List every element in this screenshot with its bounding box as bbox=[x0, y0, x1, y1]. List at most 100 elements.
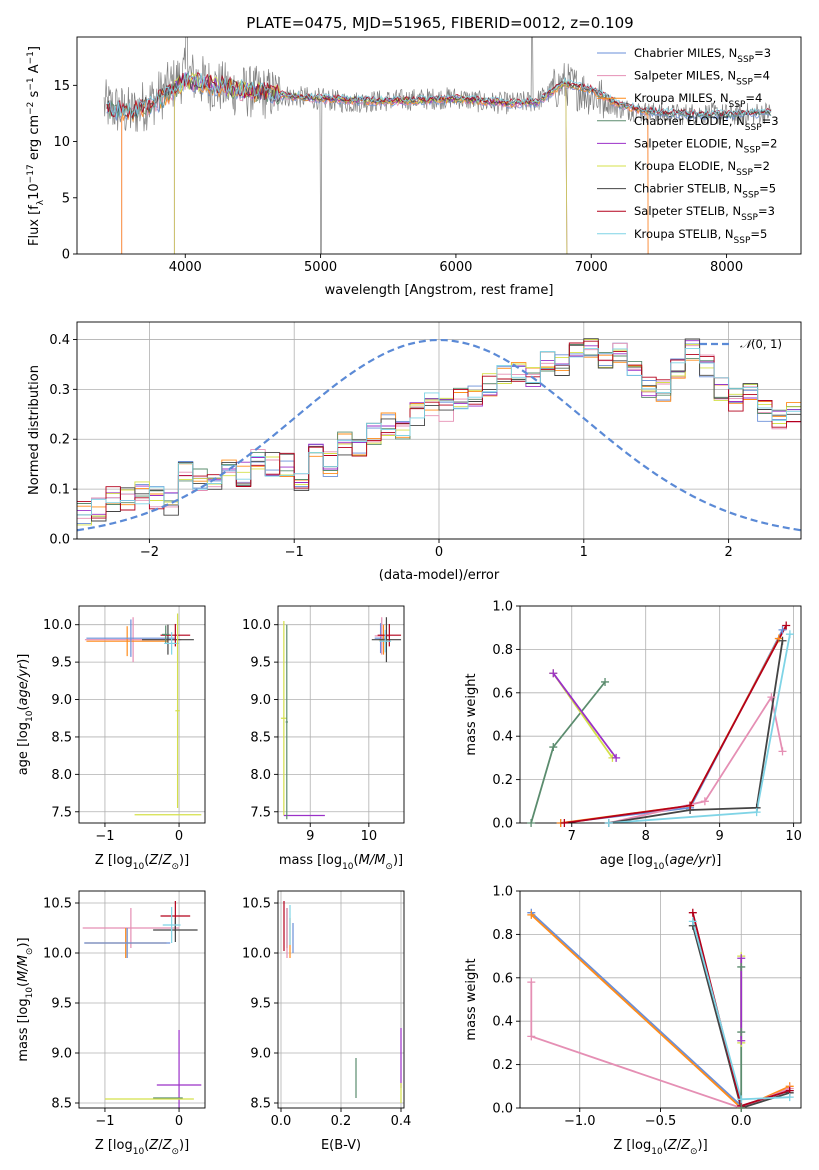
series-point-marker bbox=[686, 801, 695, 810]
x-tick-label: 10 bbox=[785, 829, 802, 844]
x-tick-label: 6000 bbox=[439, 260, 472, 275]
y-tick-label: 0.4 bbox=[49, 333, 70, 348]
x-tick-label: 0.0 bbox=[731, 1114, 752, 1129]
x-tick-label: 7 bbox=[568, 829, 576, 844]
histogram-step bbox=[77, 344, 801, 517]
axes-frame bbox=[519, 605, 802, 824]
y-tick-label: 7.5 bbox=[51, 805, 72, 820]
histogram-step bbox=[77, 340, 801, 519]
age-vs-mass-plot: 9 10 7.5 8.0 8.5 9.0 9.5 10.0 mass [log10(M/M⊙)] bbox=[242, 605, 405, 872]
spectrum-plot: 4000 5000 6000 7000 8000 0 5 10 15 wavelength [An… bbox=[26, 36, 802, 298]
plot-area bbox=[103, 37, 772, 254]
y-tick-label: 9.5 bbox=[51, 656, 72, 671]
series-point-marker bbox=[778, 625, 787, 634]
series-point-marker bbox=[612, 753, 621, 762]
legend-entry: Kroupa STELIB, NSSP=5 bbox=[634, 227, 767, 246]
series-point-marker bbox=[752, 808, 761, 817]
legend-entry: Chabrier MILES, NSSP=3 bbox=[634, 46, 771, 65]
y-tick-label: 0.4 bbox=[492, 730, 513, 745]
legend-entry: Kroupa ELODIE, NSSP=2 bbox=[634, 159, 770, 178]
y-tick-label: 10.0 bbox=[242, 947, 271, 962]
y-tick-label: 0.2 bbox=[492, 773, 513, 788]
y-tick-label: 9.5 bbox=[51, 997, 72, 1012]
x-axis-label: (data-model)/error bbox=[379, 568, 500, 583]
axes-frame bbox=[76, 36, 802, 255]
series-point-marker bbox=[527, 910, 536, 919]
series-point-marker bbox=[778, 747, 787, 756]
x-tick-label: 9 bbox=[716, 829, 724, 844]
axes-frame bbox=[78, 605, 206, 824]
legend-entry: Chabrier ELODIE, NSSP=3 bbox=[634, 114, 779, 133]
series-point-marker bbox=[737, 962, 746, 971]
x-tick-label: 0 bbox=[435, 545, 443, 560]
normal-curve-line bbox=[77, 338, 801, 532]
x-tick-label: 0.4 bbox=[391, 1114, 412, 1129]
mass-weight-vs-age-plot: 7 8 9 10 0.0 0.2 0.4 0.6 0.8 1.0 age [log10(age/yr… bbox=[464, 600, 802, 873]
series-point-marker bbox=[527, 978, 536, 987]
model-spectrum-line bbox=[106, 72, 772, 119]
histogram-step bbox=[77, 339, 801, 526]
plot-area bbox=[84, 613, 202, 816]
y-tick-label: 7.5 bbox=[250, 805, 271, 820]
mass-vs-metallicity-plot: −1 0 8.5 9.0 9.5 10.0 10.5 Z [log10(Z/Z⊙)] mass … bbox=[16, 890, 206, 1157]
series-line bbox=[608, 694, 784, 823]
axes-frame bbox=[277, 605, 405, 824]
y-axis-label: mass weight bbox=[464, 673, 479, 755]
model-spectrum-line bbox=[121, 75, 649, 254]
y-tick-label: 0.8 bbox=[492, 643, 513, 658]
x-tick-label: −1 bbox=[95, 829, 114, 844]
x-axis-label: wavelength [Angstrom, rest frame] bbox=[325, 283, 554, 298]
x-axis-label: Z [log10(Z/Z⊙)] bbox=[613, 1138, 707, 1157]
plot-area bbox=[530, 625, 791, 823]
x-tick-label: −2 bbox=[140, 545, 159, 560]
y-tick-label: 10 bbox=[53, 135, 70, 150]
series-point-marker bbox=[549, 743, 558, 752]
x-axis-label: age [log10(age/yr)] bbox=[600, 853, 722, 872]
plot-area bbox=[82, 901, 202, 1108]
y-tick-label: 8.5 bbox=[51, 730, 72, 745]
axes-frame bbox=[78, 890, 206, 1109]
y-tick-label: 10.5 bbox=[43, 897, 72, 912]
series-line bbox=[530, 681, 606, 823]
series-point-marker bbox=[737, 1028, 746, 1037]
series-point-marker bbox=[785, 630, 794, 639]
x-tick-label: 9 bbox=[306, 829, 314, 844]
y-tick-label: 8.0 bbox=[51, 768, 72, 783]
series-point-marker bbox=[767, 693, 776, 702]
y-tick-label: 8.5 bbox=[250, 1097, 271, 1112]
series-point-marker bbox=[688, 908, 697, 917]
y-axis-label: Flux [fλ10−17 erg cm−2 s−1 A−1] bbox=[26, 46, 46, 246]
y-axis-label: mass [log10(M/M⊙)] bbox=[16, 937, 35, 1061]
y-tick-label: 0 bbox=[62, 248, 70, 263]
x-tick-label: 0.2 bbox=[331, 1114, 352, 1129]
y-tick-label: 0.4 bbox=[492, 1015, 513, 1030]
legend-entry: 𝒩(0, 1) bbox=[740, 337, 782, 351]
series-line bbox=[608, 634, 791, 823]
x-tick-label: −1.0 bbox=[564, 1114, 596, 1129]
plot-area bbox=[283, 901, 402, 1103]
y-tick-label: 10.0 bbox=[43, 947, 72, 962]
series-point-marker bbox=[737, 1095, 746, 1104]
series-line bbox=[564, 625, 787, 823]
x-tick-label: 8 bbox=[642, 829, 650, 844]
legend-entry: Salpeter STELIB, NSSP=3 bbox=[634, 204, 775, 223]
plot-area bbox=[280, 617, 402, 820]
y-tick-label: 9.0 bbox=[250, 693, 271, 708]
legend-entry: Salpeter ELODIE, NSSP=2 bbox=[634, 136, 777, 155]
series-point-marker bbox=[785, 1093, 794, 1102]
series-point-marker bbox=[549, 669, 558, 678]
y-axis-label: age [log10(age/yr)] bbox=[16, 654, 35, 776]
series-point-marker bbox=[527, 819, 536, 827]
y-tick-label: 10.5 bbox=[242, 897, 271, 912]
y-tick-label: 9.5 bbox=[250, 656, 271, 671]
x-tick-label: 0 bbox=[175, 1114, 183, 1129]
series-line bbox=[608, 640, 784, 823]
y-tick-label: 1.0 bbox=[492, 885, 513, 900]
x-axis-label: Z [log10(Z/Z⊙)] bbox=[95, 853, 189, 872]
x-tick-label: 1 bbox=[580, 545, 588, 560]
series-point-marker bbox=[737, 954, 746, 963]
x-tick-label: 2 bbox=[724, 545, 732, 560]
legend-entry: Salpeter MILES, NSSP=4 bbox=[634, 69, 770, 88]
series-point-marker bbox=[527, 1032, 536, 1041]
series-point-marker bbox=[688, 917, 697, 926]
